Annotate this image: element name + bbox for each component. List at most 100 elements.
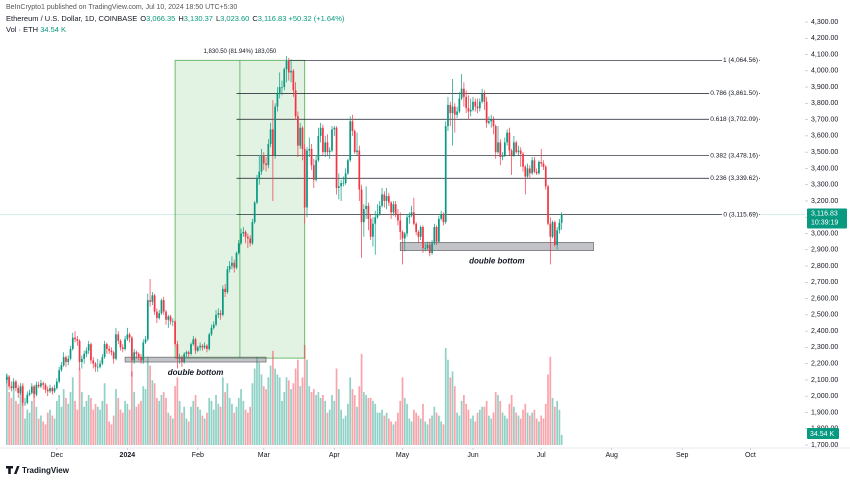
candle-body xyxy=(24,402,26,404)
volume-bar xyxy=(431,415,433,445)
volume-bar xyxy=(358,386,361,445)
volume-bar xyxy=(103,383,106,445)
volume-bar xyxy=(349,377,352,445)
candle-body xyxy=(40,383,42,387)
volume-bar xyxy=(126,403,129,445)
volume-bar xyxy=(297,359,299,445)
candle-body xyxy=(215,314,217,325)
volume-bar xyxy=(253,368,256,445)
candle-body xyxy=(522,153,524,167)
volume-bar xyxy=(67,403,70,445)
candle-body xyxy=(478,101,481,109)
candle-body xyxy=(456,111,458,115)
candle-body xyxy=(108,349,111,351)
volume-title: Vol · ETH xyxy=(6,25,39,34)
volume-bar xyxy=(376,412,379,445)
x-tick-label: Mar xyxy=(258,452,271,459)
volume-bar xyxy=(362,392,365,445)
volume-bar xyxy=(96,406,99,445)
volume-bar xyxy=(108,421,111,445)
volume-bar xyxy=(301,377,304,445)
candle-body xyxy=(217,313,220,315)
candle-body xyxy=(365,205,367,210)
candle-body xyxy=(424,248,427,249)
candle-body xyxy=(322,127,324,153)
candle-body xyxy=(144,339,147,343)
candle-body xyxy=(253,202,256,223)
candle-body xyxy=(413,212,415,224)
candle-body xyxy=(442,213,445,223)
candle-body xyxy=(519,150,522,154)
candle-body xyxy=(178,357,181,359)
candle-body xyxy=(483,93,486,102)
volume-bar xyxy=(310,392,313,445)
ohlc-key: C xyxy=(252,14,258,23)
volume-bar xyxy=(144,389,147,445)
candle-body xyxy=(560,214,563,223)
volume-bar xyxy=(365,395,367,445)
volume-bar xyxy=(513,406,515,445)
volume-bar xyxy=(515,412,518,445)
volume-bar xyxy=(124,400,126,445)
volume-bar xyxy=(26,409,29,445)
volume-bar xyxy=(551,397,554,445)
candle-body xyxy=(12,381,15,389)
volume-bar xyxy=(419,418,422,445)
candle-body xyxy=(135,352,138,354)
volume-bar xyxy=(472,415,474,445)
candle-body xyxy=(244,231,247,237)
volume-bar xyxy=(456,412,458,445)
candle-body xyxy=(169,316,172,322)
volume-bar xyxy=(424,421,427,445)
candle-body xyxy=(96,366,99,368)
ohlc-key: L xyxy=(215,14,221,23)
fib-label: 1 (4,064.56) xyxy=(723,57,758,64)
candle-body xyxy=(153,295,156,312)
candle-body xyxy=(319,127,322,136)
candle-body xyxy=(199,345,201,348)
candle-body xyxy=(274,106,277,156)
volume-bar xyxy=(274,368,277,445)
volume-bar xyxy=(265,389,267,445)
candle-body xyxy=(492,119,495,127)
volume-bar xyxy=(481,406,483,445)
x-tick-label: Jul xyxy=(537,452,546,459)
candle-body xyxy=(42,383,45,385)
candle-body xyxy=(344,173,347,184)
volume-bar xyxy=(531,412,533,445)
candle-body xyxy=(219,313,222,315)
fib-label: 0 (3,115.69) xyxy=(723,211,758,218)
volume-bar xyxy=(528,415,531,445)
volume-bar xyxy=(199,409,201,445)
candle-body xyxy=(249,238,252,244)
countdown: 10:39:19 xyxy=(811,219,838,226)
candle-body xyxy=(353,131,356,153)
volume-bar xyxy=(340,409,342,445)
candle-body xyxy=(212,324,215,328)
y-tick-label: 2,800.00 xyxy=(811,263,838,270)
candle-body xyxy=(55,381,58,389)
volume-bar xyxy=(235,406,238,445)
volume-bar xyxy=(106,403,108,445)
volume-bar xyxy=(135,406,138,445)
volume-bar xyxy=(256,356,258,445)
volume-bar xyxy=(194,395,197,445)
volume-bar xyxy=(451,371,454,445)
candle-body xyxy=(406,217,408,234)
candle-body xyxy=(256,178,258,203)
candle-body xyxy=(46,389,49,392)
volume-bar xyxy=(55,400,58,445)
volume-bar xyxy=(294,368,297,445)
candle-body xyxy=(240,233,242,244)
candle-body xyxy=(19,386,22,393)
candle-body xyxy=(415,223,418,232)
y-tick-label: 1,900.00 xyxy=(811,409,838,416)
volume-bar xyxy=(210,400,213,445)
candle-body xyxy=(90,344,92,361)
candle-body xyxy=(499,142,502,158)
volume-bar xyxy=(387,418,390,445)
candle-body xyxy=(181,357,183,363)
volume-bar xyxy=(76,409,79,445)
candle-body xyxy=(160,300,163,314)
